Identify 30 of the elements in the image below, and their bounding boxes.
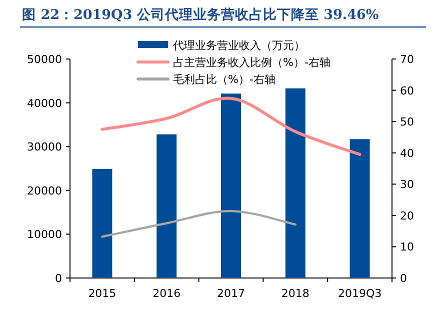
bar: [92, 168, 112, 278]
y-tick-label: 30000: [27, 140, 62, 154]
line-series: [100, 96, 362, 156]
x-tick-label: 2019Q3: [338, 287, 382, 300]
y2-tick-label: 70: [400, 53, 414, 66]
y-tick-label: 50000: [27, 53, 62, 66]
y2-tick-label: 30: [400, 178, 414, 192]
legend-label: 代理业务营业收入（万元）: [172, 39, 305, 52]
y2-tick-label: 0: [400, 272, 407, 285]
x-tick-label: 2016: [152, 287, 181, 300]
legend-label: 占主营业务收入比例（%）-右轴: [173, 56, 330, 69]
line-series: [101, 210, 296, 238]
x-tick-label: 2018: [281, 287, 310, 300]
bar: [285, 88, 306, 278]
y2-tick-label: 20: [400, 209, 414, 222]
y-tick-label: 20000: [27, 184, 62, 198]
y2-tick-label: 60: [400, 84, 414, 98]
bar: [221, 94, 241, 278]
y2-tick-label: 40: [400, 146, 414, 160]
y2-tick-label: 50: [400, 116, 414, 129]
x-tick-label: 2015: [88, 287, 116, 300]
bar: [350, 139, 370, 278]
y2-tick-label: 10: [400, 240, 414, 254]
bar: [156, 134, 177, 278]
chart-title: 图 22：2019Q3 公司代理业务营收占比下降至 39.46%: [22, 7, 379, 23]
x-tick-label: 2017: [217, 287, 245, 300]
legend-label: 毛利占比（%）-右轴: [173, 73, 276, 86]
y-tick-label: 40000: [27, 96, 62, 110]
y-tick-label: 0: [55, 272, 62, 285]
y-tick-label: 10000: [27, 228, 62, 242]
